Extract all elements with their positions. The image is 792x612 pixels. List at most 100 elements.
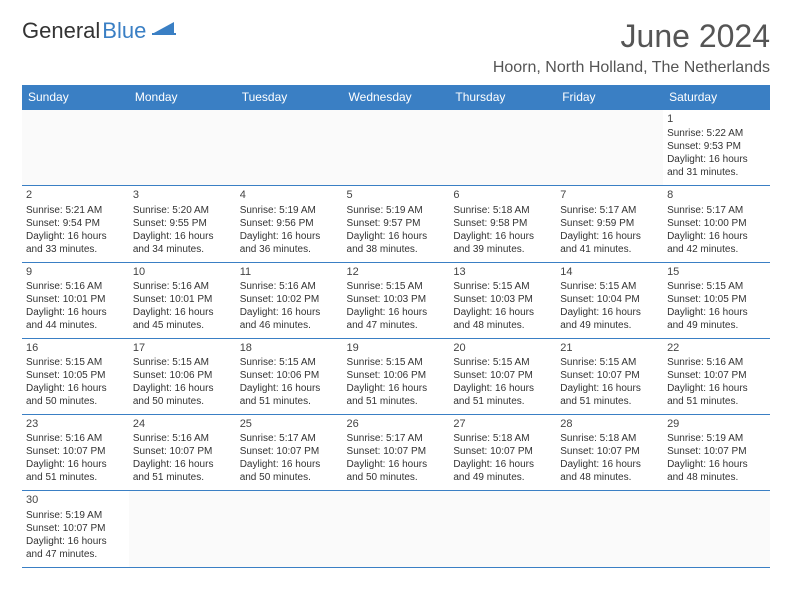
- day-cell-17: 17Sunrise: 5:15 AMSunset: 10:06 PMDaylig…: [129, 338, 236, 414]
- empty-cell: [556, 491, 663, 567]
- sunrise-text: Sunrise: 5:18 AM: [560, 432, 659, 445]
- sunrise-text: Sunrise: 5:19 AM: [347, 204, 446, 217]
- daylight-text-1: Daylight: 16 hours: [26, 230, 125, 243]
- daylight-text-2: and 48 minutes.: [453, 319, 552, 332]
- daylight-text-1: Daylight: 16 hours: [667, 306, 766, 319]
- daylight-text-1: Daylight: 16 hours: [667, 230, 766, 243]
- daylight-text-2: and 49 minutes.: [560, 319, 659, 332]
- daylight-text-2: and 49 minutes.: [453, 471, 552, 484]
- daylight-text-2: and 51 minutes.: [560, 395, 659, 408]
- daylight-text-2: and 48 minutes.: [560, 471, 659, 484]
- daylight-text-1: Daylight: 16 hours: [133, 382, 232, 395]
- daylight-text-2: and 51 minutes.: [26, 471, 125, 484]
- day-cell-18: 18Sunrise: 5:15 AMSunset: 10:06 PMDaylig…: [236, 338, 343, 414]
- sunset-text: Sunset: 10:07 PM: [26, 445, 125, 458]
- day-cell-4: 4Sunrise: 5:19 AMSunset: 9:56 PMDaylight…: [236, 186, 343, 262]
- day-number: 13: [453, 265, 552, 279]
- month-title: June 2024: [493, 18, 770, 55]
- day-header-friday: Friday: [556, 85, 663, 110]
- sunrise-text: Sunrise: 5:16 AM: [133, 432, 232, 445]
- sunrise-text: Sunrise: 5:19 AM: [240, 204, 339, 217]
- day-number: 17: [133, 341, 232, 355]
- sunrise-text: Sunrise: 5:15 AM: [453, 356, 552, 369]
- daylight-text-2: and 47 minutes.: [347, 319, 446, 332]
- daylight-text-2: and 44 minutes.: [26, 319, 125, 332]
- daylight-text-2: and 46 minutes.: [240, 319, 339, 332]
- sunrise-text: Sunrise: 5:15 AM: [560, 280, 659, 293]
- daylight-text-2: and 47 minutes.: [26, 548, 125, 561]
- sunset-text: Sunset: 10:07 PM: [26, 522, 125, 535]
- daylight-text-2: and 31 minutes.: [667, 166, 766, 179]
- sunset-text: Sunset: 10:07 PM: [667, 369, 766, 382]
- sunrise-text: Sunrise: 5:17 AM: [240, 432, 339, 445]
- sunrise-text: Sunrise: 5:15 AM: [667, 280, 766, 293]
- day-cell-7: 7Sunrise: 5:17 AMSunset: 9:59 PMDaylight…: [556, 186, 663, 262]
- day-cell-30: 30Sunrise: 5:19 AMSunset: 10:07 PMDaylig…: [22, 491, 129, 567]
- sunset-text: Sunset: 10:07 PM: [133, 445, 232, 458]
- daylight-text-1: Daylight: 16 hours: [347, 458, 446, 471]
- sunset-text: Sunset: 9:53 PM: [667, 140, 766, 153]
- day-cell-15: 15Sunrise: 5:15 AMSunset: 10:05 PMDaylig…: [663, 262, 770, 338]
- empty-cell: [236, 110, 343, 186]
- daylight-text-2: and 50 minutes.: [26, 395, 125, 408]
- sunrise-text: Sunrise: 5:16 AM: [133, 280, 232, 293]
- day-cell-19: 19Sunrise: 5:15 AMSunset: 10:06 PMDaylig…: [343, 338, 450, 414]
- day-cell-6: 6Sunrise: 5:18 AMSunset: 9:58 PMDaylight…: [449, 186, 556, 262]
- day-header-monday: Monday: [129, 85, 236, 110]
- daylight-text-2: and 41 minutes.: [560, 243, 659, 256]
- daylight-text-1: Daylight: 16 hours: [133, 230, 232, 243]
- sunrise-text: Sunrise: 5:22 AM: [667, 127, 766, 140]
- day-cell-2: 2Sunrise: 5:21 AMSunset: 9:54 PMDaylight…: [22, 186, 129, 262]
- day-header-wednesday: Wednesday: [343, 85, 450, 110]
- logo-text-2: Blue: [102, 18, 146, 44]
- calendar-row: 16Sunrise: 5:15 AMSunset: 10:05 PMDaylig…: [22, 338, 770, 414]
- day-number: 27: [453, 417, 552, 431]
- day-cell-14: 14Sunrise: 5:15 AMSunset: 10:04 PMDaylig…: [556, 262, 663, 338]
- empty-cell: [236, 491, 343, 567]
- empty-cell: [343, 491, 450, 567]
- day-header-saturday: Saturday: [663, 85, 770, 110]
- sunrise-text: Sunrise: 5:15 AM: [453, 280, 552, 293]
- empty-cell: [129, 110, 236, 186]
- day-cell-3: 3Sunrise: 5:20 AMSunset: 9:55 PMDaylight…: [129, 186, 236, 262]
- sunrise-text: Sunrise: 5:17 AM: [560, 204, 659, 217]
- sunset-text: Sunset: 10:07 PM: [453, 369, 552, 382]
- day-number: 23: [26, 417, 125, 431]
- day-number: 4: [240, 188, 339, 202]
- daylight-text-1: Daylight: 16 hours: [453, 230, 552, 243]
- daylight-text-2: and 50 minutes.: [133, 395, 232, 408]
- daylight-text-2: and 36 minutes.: [240, 243, 339, 256]
- daylight-text-1: Daylight: 16 hours: [453, 382, 552, 395]
- sunset-text: Sunset: 10:02 PM: [240, 293, 339, 306]
- sunset-text: Sunset: 10:06 PM: [133, 369, 232, 382]
- day-number: 3: [133, 188, 232, 202]
- day-cell-20: 20Sunrise: 5:15 AMSunset: 10:07 PMDaylig…: [449, 338, 556, 414]
- day-cell-1: 1Sunrise: 5:22 AMSunset: 9:53 PMDaylight…: [663, 110, 770, 186]
- day-cell-24: 24Sunrise: 5:16 AMSunset: 10:07 PMDaylig…: [129, 415, 236, 491]
- day-cell-26: 26Sunrise: 5:17 AMSunset: 10:07 PMDaylig…: [343, 415, 450, 491]
- sunset-text: Sunset: 10:07 PM: [560, 445, 659, 458]
- sunrise-text: Sunrise: 5:19 AM: [26, 509, 125, 522]
- sunrise-text: Sunrise: 5:17 AM: [347, 432, 446, 445]
- daylight-text-2: and 51 minutes.: [347, 395, 446, 408]
- day-number: 22: [667, 341, 766, 355]
- day-cell-21: 21Sunrise: 5:15 AMSunset: 10:07 PMDaylig…: [556, 338, 663, 414]
- empty-cell: [129, 491, 236, 567]
- daylight-text-1: Daylight: 16 hours: [133, 306, 232, 319]
- daylight-text-1: Daylight: 16 hours: [560, 458, 659, 471]
- day-cell-10: 10Sunrise: 5:16 AMSunset: 10:01 PMDaylig…: [129, 262, 236, 338]
- empty-cell: [22, 110, 129, 186]
- day-number: 20: [453, 341, 552, 355]
- daylight-text-1: Daylight: 16 hours: [560, 382, 659, 395]
- sunset-text: Sunset: 10:07 PM: [347, 445, 446, 458]
- day-cell-25: 25Sunrise: 5:17 AMSunset: 10:07 PMDaylig…: [236, 415, 343, 491]
- daylight-text-1: Daylight: 16 hours: [240, 458, 339, 471]
- day-header-thursday: Thursday: [449, 85, 556, 110]
- daylight-text-2: and 50 minutes.: [240, 471, 339, 484]
- day-number: 21: [560, 341, 659, 355]
- logo-flag-icon: [152, 20, 180, 43]
- sunrise-text: Sunrise: 5:15 AM: [26, 356, 125, 369]
- day-number: 12: [347, 265, 446, 279]
- day-number: 19: [347, 341, 446, 355]
- day-cell-5: 5Sunrise: 5:19 AMSunset: 9:57 PMDaylight…: [343, 186, 450, 262]
